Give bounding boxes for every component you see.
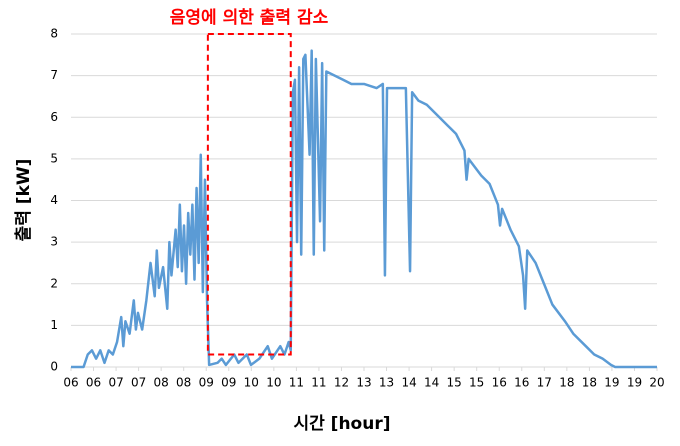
y-axis-title: 출력 [kW] [14,159,34,242]
x-tick-label: 13 [379,376,394,390]
x-tick-label: 15 [469,376,484,390]
x-tick-label: 18 [582,376,597,390]
y-tick-label: 3 [50,235,58,249]
x-tick-label: 07 [108,376,123,390]
y-tick-label: 6 [50,110,58,124]
y-tick-label: 7 [50,68,58,82]
y-tick-label: 2 [50,276,58,290]
x-tick-label: 06 [63,376,78,390]
x-tick-label: 09 [221,376,236,390]
x-tick-label: 19 [627,376,642,390]
x-tick-label: 08 [154,376,169,390]
x-tick-label: 16 [492,376,507,390]
x-tick-label: 09 [199,376,214,390]
x-tick-label: 08 [176,376,191,390]
y-tick-label: 1 [50,318,58,332]
y-tick-label: 4 [50,193,58,207]
x-tick-label: 14 [424,376,439,390]
x-tick-label: 13 [356,376,371,390]
x-tick-label: 11 [311,376,326,390]
x-tick-label: 10 [244,376,259,390]
x-tick-label: 14 [401,376,416,390]
x-tick-label: 19 [604,376,619,390]
annotation-text: 음영에 의한 출력 감소 [170,8,329,28]
x-tick-label: 16 [514,376,529,390]
x-tick-label: 20 [649,376,664,390]
x-tick-label: 12 [334,376,349,390]
x-tick-label: 06 [86,376,101,390]
x-axis-title: 시간 [hour] [293,414,390,434]
x-tick-label: 11 [289,376,304,390]
y-tick-label: 5 [50,151,58,165]
y-tick-label: 0 [50,360,58,374]
x-tick-label: 18 [559,376,574,390]
y-tick-label: 8 [50,27,58,41]
annotation-box [206,33,292,356]
line [71,49,657,369]
x-tick-label: 10 [266,376,281,390]
x-tick-label: 07 [131,376,146,390]
x-tick-label: 15 [447,376,462,390]
x-tick-label: 17 [537,376,552,390]
